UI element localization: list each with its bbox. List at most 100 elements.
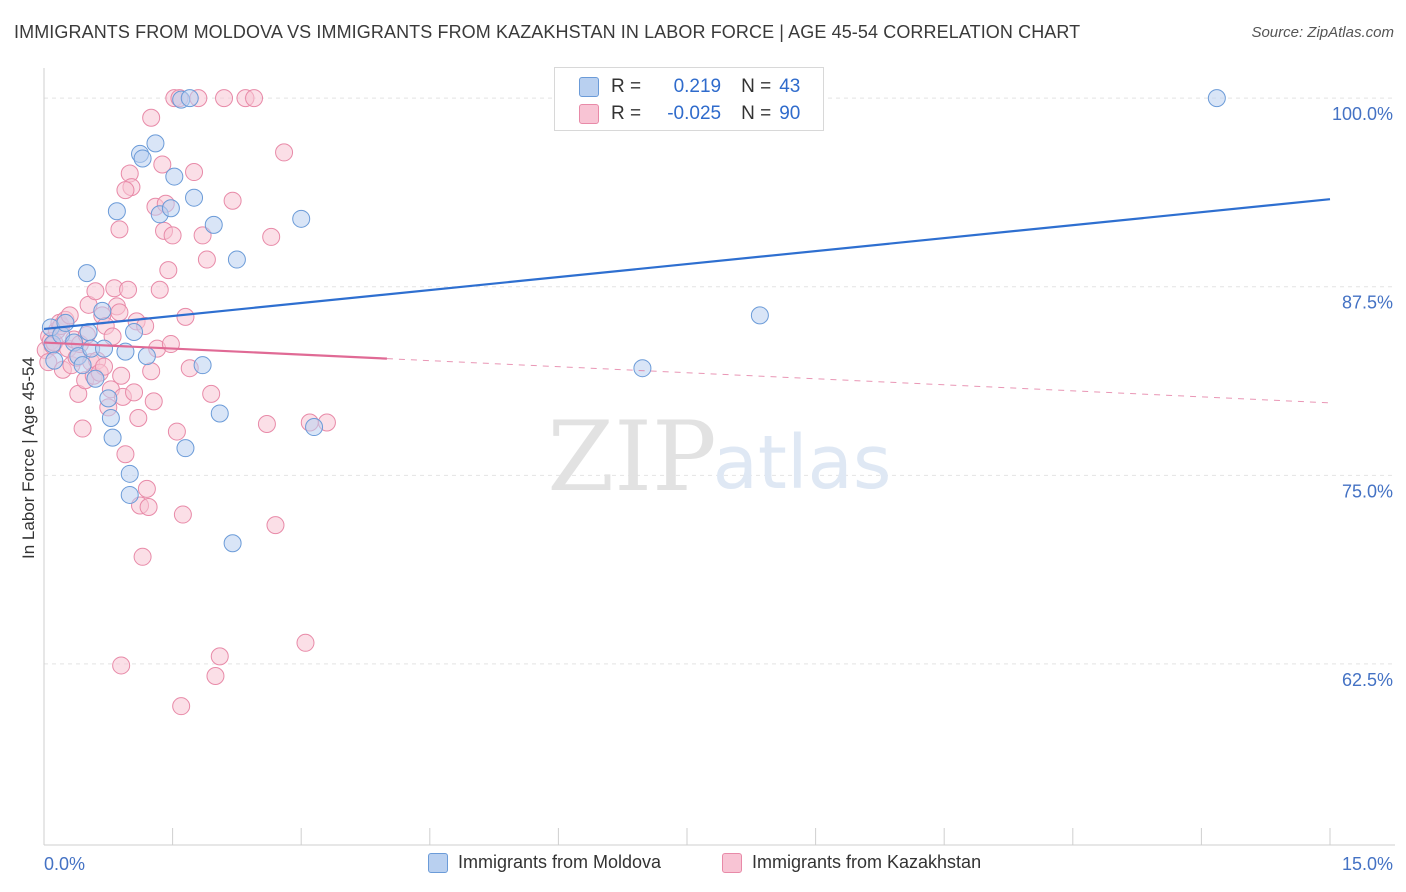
legend-r-value-kazakhstan: -0.025 xyxy=(667,103,722,124)
moldova-point xyxy=(1207,89,1226,108)
legend-row-kazakhstan: R = -0.025 N = 90 xyxy=(555,100,800,128)
kazakhstan-point xyxy=(142,108,161,127)
legend-r-label: R = xyxy=(611,76,642,97)
kazakhstan-point xyxy=(116,181,135,200)
kazakhstan-point xyxy=(296,633,315,652)
kazakhstan-point xyxy=(112,656,131,675)
kazakhstan-point xyxy=(275,143,294,162)
watermark-atlas: atlas xyxy=(713,420,892,506)
kazakhstan-point xyxy=(257,415,276,434)
moldova-point xyxy=(45,351,64,370)
kazakhstan-point xyxy=(110,220,129,239)
kazakhstan-point xyxy=(150,280,169,299)
legend-n-value-kazakhstan: 90 xyxy=(779,103,801,124)
kazakhstan-point xyxy=(112,366,131,385)
legend-n-value-moldova: 43 xyxy=(779,76,801,97)
series-swatch-kazakhstan xyxy=(722,852,742,873)
moldova-point xyxy=(146,134,165,153)
kazakhstan-point xyxy=(125,383,144,402)
series-legend-kazakhstan[interactable]: Immigrants from Kazakhstan xyxy=(722,852,981,873)
moldova-point xyxy=(305,418,324,437)
moldova-point xyxy=(101,408,120,427)
kazakhstan-point xyxy=(163,226,182,245)
series-legend-label-kazakhstan: Immigrants from Kazakhstan xyxy=(752,852,982,872)
kazakhstan-point xyxy=(137,479,156,498)
legend-swatch-kazakhstan xyxy=(579,104,599,124)
kazakhstan-point xyxy=(176,307,195,326)
moldova-point xyxy=(120,464,139,483)
moldova-point xyxy=(210,404,229,423)
kazakhstan-point xyxy=(142,362,161,381)
moldova-point xyxy=(133,149,152,168)
kazakhstan-point xyxy=(206,667,225,686)
kazakhstan-point xyxy=(185,163,204,182)
kazakhstan-trend-line xyxy=(43,341,387,360)
kazakhstan-point xyxy=(193,226,212,245)
kazakhstan-point xyxy=(133,547,152,566)
x-tick-label: 15.0% xyxy=(1342,854,1393,874)
kazakhstan-point xyxy=(173,505,192,524)
y-tick-labels: 100.0% 87.5% 75.0% 62.5% xyxy=(1332,104,1393,690)
kazakhstan-point xyxy=(172,697,191,716)
kazakhstan-point xyxy=(73,419,92,438)
moldova-point xyxy=(107,202,126,221)
moldova-point xyxy=(227,250,246,269)
moldova-point xyxy=(185,188,204,207)
chart-title: IMMIGRANTS FROM MOLDOVA VS IMMIGRANTS FR… xyxy=(14,22,1081,42)
kazakhstan-point xyxy=(116,445,135,464)
moldova-point xyxy=(77,264,96,283)
kazakhstan-point xyxy=(139,498,158,517)
moldova-point xyxy=(86,369,105,388)
watermark-zip: ZIP xyxy=(547,401,716,513)
source-label: Source: ZipAtlas.com xyxy=(1251,24,1394,41)
kazakhstan-point xyxy=(262,227,281,246)
legend-r-label: R = xyxy=(611,103,642,124)
moldova-point xyxy=(204,215,223,234)
moldova-point xyxy=(292,209,311,228)
moldova-point xyxy=(750,306,769,325)
y-axis-title: In Labor Force | Age 45-54 xyxy=(19,357,38,559)
x-tick-labels: 0.0% 15.0% xyxy=(44,854,1393,874)
gridlines xyxy=(44,97,1395,665)
legend-swatch-moldova xyxy=(579,77,599,97)
series-swatch-moldova xyxy=(428,852,448,873)
trend-lines xyxy=(43,198,1331,404)
moldova-point xyxy=(103,428,122,447)
kazakhstan-point xyxy=(202,384,221,403)
legend-n-label: N = xyxy=(741,103,772,124)
kazakhstan-trend-projection xyxy=(386,358,1331,404)
moldova-point xyxy=(223,534,242,553)
legend-row-moldova: R = 0.219 N = 43 xyxy=(555,73,800,101)
moldova-point xyxy=(73,356,92,375)
moldova-point xyxy=(93,301,112,320)
kazakhstan-point xyxy=(144,392,163,411)
moldova-point xyxy=(99,389,118,408)
kazakhstan-point xyxy=(197,250,216,269)
kazakhstan-point xyxy=(210,647,229,666)
y-tick-label: 87.5% xyxy=(1342,293,1393,313)
moldova-trend-line xyxy=(43,198,1331,331)
moldova-point xyxy=(56,313,75,332)
kazakhstan-point xyxy=(129,408,148,427)
kazakhstan-point xyxy=(153,155,172,174)
legend-n-label: N = xyxy=(741,76,772,97)
stats-legend: R = 0.219 N = 43 R = -0.025 N = 90 xyxy=(554,67,824,131)
kazakhstan-point xyxy=(119,280,138,299)
kazakhstan-point xyxy=(161,335,180,354)
series-legend-label-moldova: Immigrants from Moldova xyxy=(458,852,662,872)
moldova-point xyxy=(176,439,195,458)
axes xyxy=(43,68,1395,846)
kazakhstan-point xyxy=(159,261,178,280)
kazakhstan-point xyxy=(245,89,264,108)
series-legend-moldova[interactable]: Immigrants from Moldova xyxy=(428,852,661,873)
moldova-point xyxy=(161,199,180,218)
kazakhstan-point xyxy=(167,422,186,441)
kazakhstan-point xyxy=(223,191,242,210)
kazakhstan-point xyxy=(215,89,234,108)
kazakhstan-point xyxy=(110,303,129,322)
moldova-point xyxy=(193,356,212,375)
moldova-point xyxy=(120,485,139,504)
kazakhstan-points xyxy=(36,89,336,716)
x-tick-label: 0.0% xyxy=(44,854,85,874)
